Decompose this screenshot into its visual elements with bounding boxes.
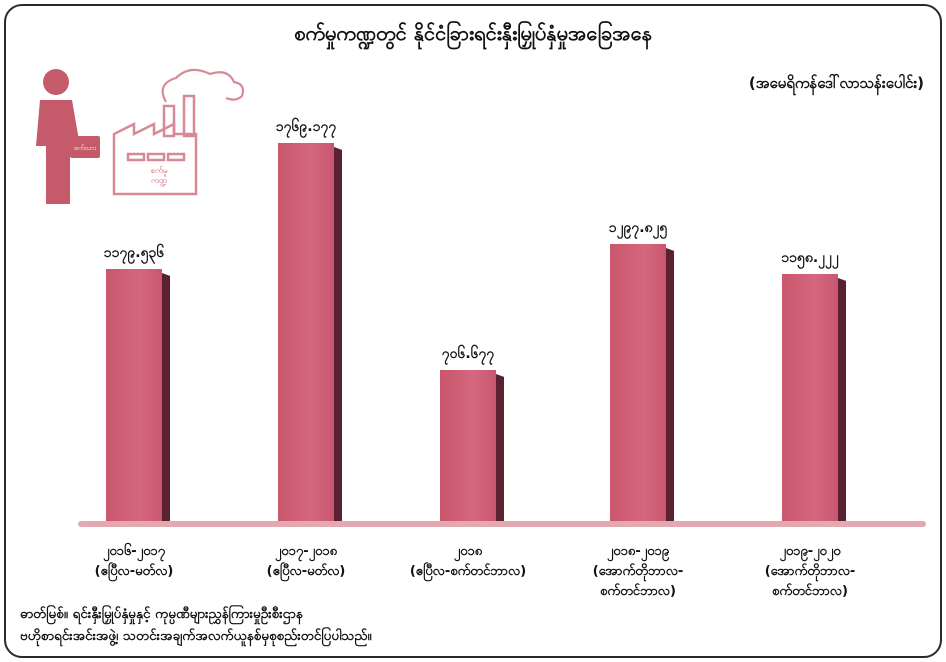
value-label-5: ၁၁၅၈.၂၂၂ (781, 250, 839, 266)
category-label-5: ၂၀၁၉-၂၀၂၀ (အောက်တိုဘာလ- စက်တင်ဘာလ) (730, 542, 890, 602)
chart-frame: စက်မှုကဏ္ဍတွင် နိုင်ငံခြားရင်းနှီးမြှုပ်… (4, 4, 942, 658)
category-label-4-line-1: ၂၀၁၈-၂၀၁၉ (606, 544, 670, 559)
category-label-2: ၂၀၁၇-၂၀၁၈ (ဧပြီလ-မတ်လ) (226, 542, 386, 582)
businessman-icon (36, 69, 100, 204)
category-label-5-line-3: စက်တင်ဘာလ) (772, 584, 848, 599)
bar-3 (440, 370, 504, 524)
factory-icon (112, 68, 245, 196)
category-label-1-line-2: (ဧပြီလ-မတ်လ) (94, 564, 174, 579)
unit-label: (အမေရိကန်ဒေါ်လာသန်းပေါင်း) (748, 74, 924, 92)
factory-label-2: ကဏ္ဍ (151, 176, 167, 187)
x-axis-baseline (78, 521, 926, 527)
bar-side-4 (666, 248, 674, 524)
category-label-4-line-3: စက်တင်ဘာလ) (600, 584, 676, 599)
category-label-3-line-1: ၂၀၁၈ (453, 544, 483, 559)
source-line-1: ဓာတ်မြစ်။ ရင်းနှီးမြှုပ်နှံမှုနှင့် ကုမ္… (20, 606, 303, 622)
bar-side-1 (162, 273, 170, 524)
source-note: ဓာတ်မြစ်။ ရင်းနှီးမြှုပ်နှံမှုနှင့် ကုမ္… (20, 603, 372, 647)
bar-side-2 (334, 147, 342, 524)
value-label-2: ၁၇၆၉.၁၇၇ (275, 119, 337, 135)
illustration: စက်သား စက်မှု ကဏ္ဍ (36, 68, 245, 204)
category-label-5-line-2: (အောက်တိုဘာလ- (764, 564, 856, 579)
bar-1 (106, 269, 170, 524)
bar-2 (278, 143, 342, 524)
category-label-2-line-1: ၂၀၁၇-၂၀၁၈ (274, 544, 338, 559)
factory-label-1: စက်မှု (151, 165, 168, 177)
category-label-1-line-1: ၂၀၁၆-၂၀၁၇ (102, 544, 166, 559)
bar-5 (782, 274, 846, 524)
category-label-5-line-1: ၂၀၁၉-၂၀၂၀ (779, 544, 841, 559)
bar-side-5 (838, 278, 846, 524)
source-line-2: ဗဟိုစာရင်းအင်းအဖွဲ့၊ သတင်းအချက်အလက်ယူနစ်… (20, 628, 372, 644)
category-label-3-line-2: (ဧပြီလ-စက်တင်ဘာလ) (409, 564, 527, 579)
bar-side-3 (496, 374, 504, 524)
category-label-1: ၂၀၁၆-၂၀၁၇ (ဧပြီလ-မတ်လ) (54, 542, 214, 582)
value-label-3: ၇၀၆.၆၇၇ (441, 346, 495, 362)
value-label-4: ၁၂၉၇.၈၂၅ (608, 220, 668, 236)
category-label-4-line-2: (အောက်တိုဘာလ- (592, 564, 684, 579)
briefcase-label: စက်သား (74, 144, 96, 152)
category-label-2-line-2: (ဧပြီလ-မတ်လ) (266, 564, 346, 579)
value-label-1: ၁၁၇၉.၅၃၆ (103, 245, 165, 261)
bar-4 (610, 244, 674, 524)
category-label-4: ၂၀၁၈-၂၀၁၉ (အောက်တိုဘာလ- စက်တင်ဘာလ) (558, 542, 718, 602)
category-label-3: ၂၀၁၈ (ဧပြီလ-စက်တင်ဘာလ) (388, 542, 548, 582)
chart-title: စက်မှုကဏ္ဍတွင် နိုင်ငံခြားရင်းနှီးမြှုပ်… (294, 21, 652, 45)
